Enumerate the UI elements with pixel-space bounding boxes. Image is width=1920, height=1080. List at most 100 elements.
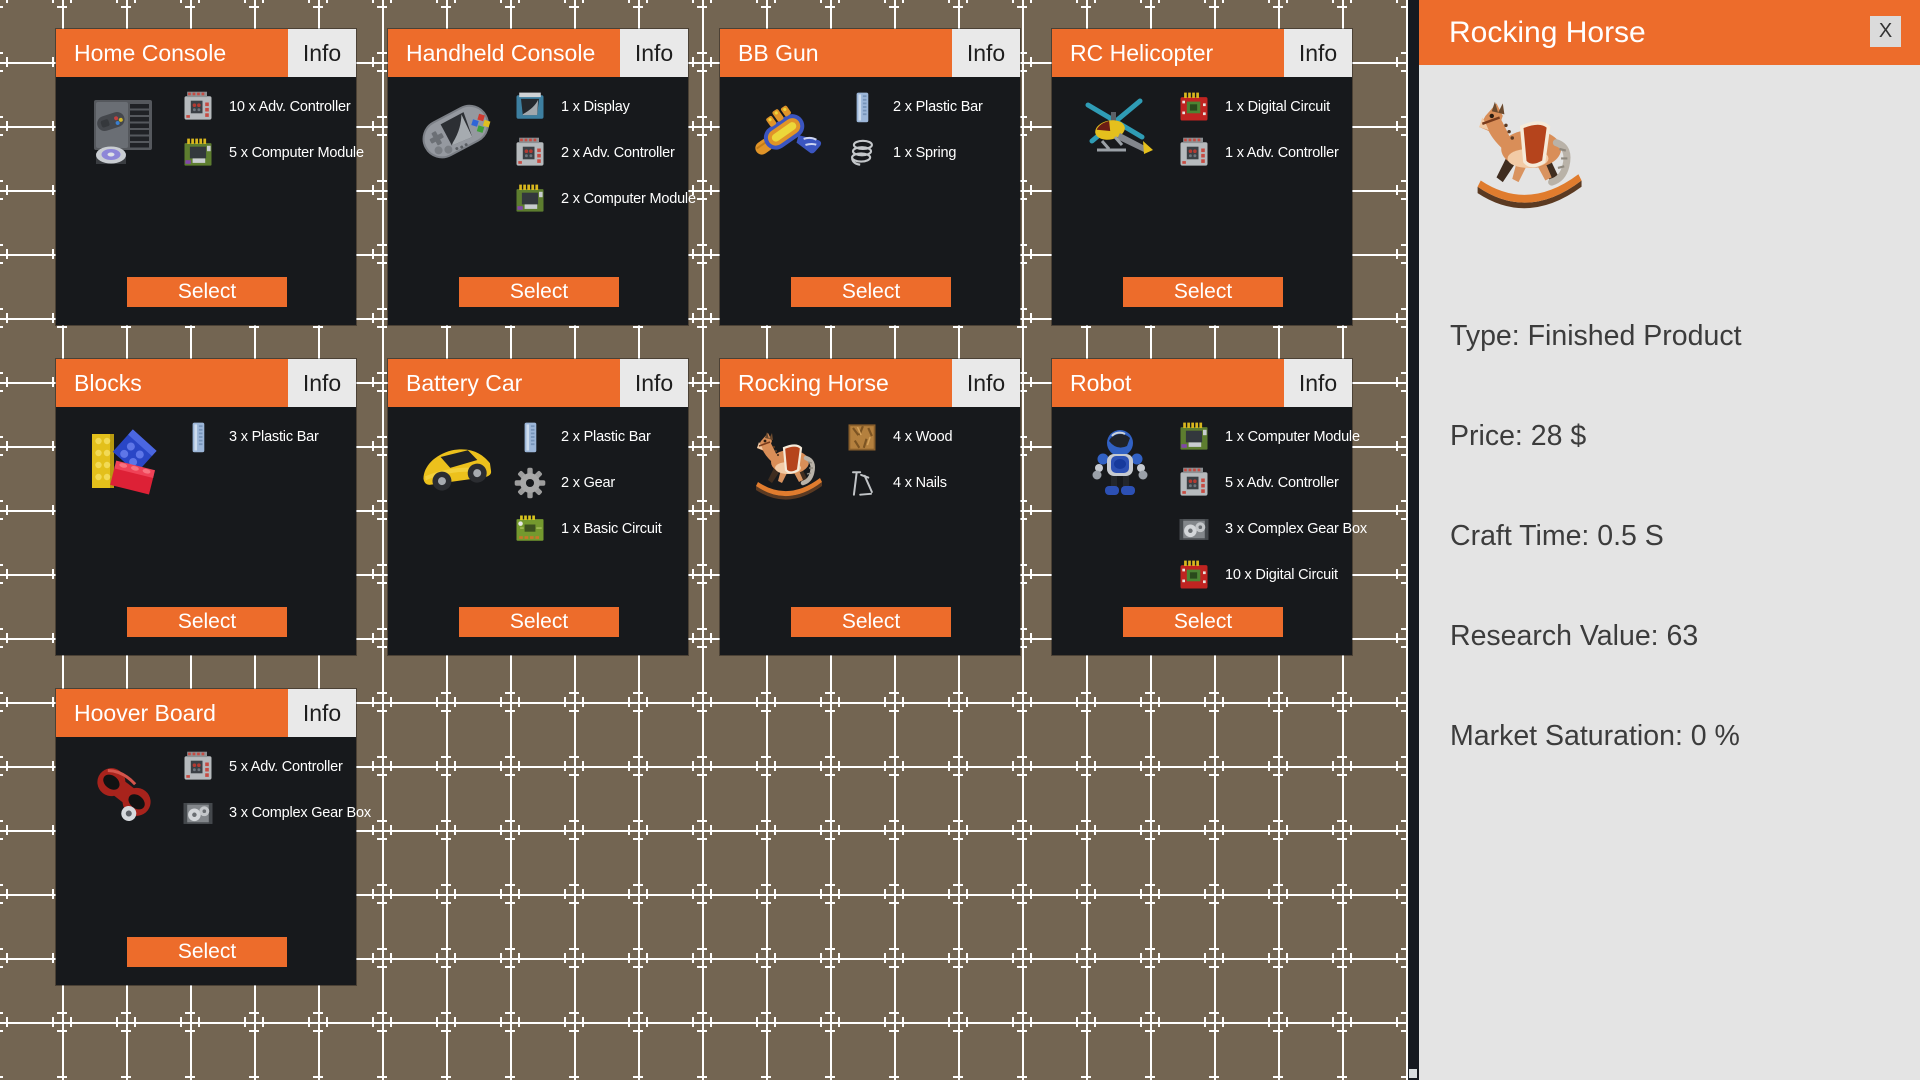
select-button[interactable]: Select bbox=[459, 277, 619, 307]
ingredient-row: 4 x Nails bbox=[844, 460, 1016, 506]
ingredient-icon bbox=[180, 135, 216, 171]
ingredient-icon bbox=[512, 419, 548, 455]
select-button[interactable]: Select bbox=[791, 277, 951, 307]
ingredient-label: 1 x Computer Module bbox=[1225, 429, 1360, 445]
ingredient-icon bbox=[180, 89, 216, 125]
ingredient-list: 2 x Plastic Bar 2 x Gear 1 x Basic Circu… bbox=[512, 414, 684, 552]
select-button[interactable]: Select bbox=[1123, 277, 1283, 307]
ingredient-icon bbox=[180, 419, 216, 455]
ingredient-icon bbox=[512, 135, 548, 171]
product-icon bbox=[84, 419, 164, 505]
card-header: Hoover Board Info bbox=[56, 689, 356, 737]
ingredient-label: 2 x Adv. Controller bbox=[561, 145, 675, 161]
stat-line: Research Value: 63 bbox=[1450, 620, 1699, 652]
card-header: Robot Info bbox=[1052, 359, 1352, 407]
close-button[interactable]: X bbox=[1870, 16, 1901, 47]
ingredient-label: 10 x Digital Circuit bbox=[1225, 567, 1338, 583]
ingredient-row: 5 x Adv. Controller bbox=[1176, 460, 1348, 506]
ingredient-icon bbox=[1176, 557, 1212, 593]
product-icon bbox=[1080, 419, 1160, 505]
ingredient-icon bbox=[180, 795, 216, 831]
ingredient-label: 2 x Gear bbox=[561, 475, 616, 491]
card-header: Handheld Console Info bbox=[388, 29, 688, 77]
ingredient-row: 1 x Display bbox=[512, 84, 684, 130]
card-header: Home Console Info bbox=[56, 29, 356, 77]
info-button[interactable]: Info bbox=[1284, 29, 1352, 77]
ingredient-row: 2 x Adv. Controller bbox=[512, 130, 684, 176]
card-title: Handheld Console bbox=[406, 40, 596, 66]
detail-panel: Rocking Horse X Type: Finished Product P… bbox=[1419, 0, 1920, 1080]
ingredient-label: 3 x Complex Gear Box bbox=[1225, 521, 1367, 537]
product-icon bbox=[748, 89, 828, 175]
ingredient-row: 3 x Plastic Bar bbox=[180, 414, 352, 460]
ingredient-label: 5 x Adv. Controller bbox=[229, 759, 343, 775]
product-icon bbox=[1080, 89, 1160, 175]
card-title: Rocking Horse bbox=[738, 370, 889, 396]
detail-stats: Type: Finished Product Price: 28 $ Craft… bbox=[1450, 316, 1742, 816]
card-header: BB Gun Info bbox=[720, 29, 1020, 77]
info-button[interactable]: Info bbox=[952, 359, 1020, 407]
ingredient-icon bbox=[1176, 135, 1212, 171]
ingredient-label: 1 x Spring bbox=[893, 145, 957, 161]
ingredient-icon bbox=[1176, 465, 1212, 501]
product-card: Handheld Console Info 1 x Display 2 x Ad… bbox=[388, 29, 696, 325]
ingredient-icon bbox=[844, 89, 880, 125]
card-title: BB Gun bbox=[738, 40, 819, 66]
select-button[interactable]: Select bbox=[1123, 607, 1283, 637]
info-button[interactable]: Info bbox=[620, 359, 688, 407]
product-card: Hoover Board Info 5 x Adv. Controller 3 … bbox=[56, 689, 371, 985]
ingredient-icon bbox=[180, 749, 216, 785]
detail-panel-header: Rocking Horse X bbox=[1419, 0, 1920, 65]
stat-line: Price: 28 $ bbox=[1450, 420, 1587, 452]
info-button[interactable]: Info bbox=[288, 689, 356, 737]
card-title: Hoover Board bbox=[74, 700, 216, 726]
product-card-grid: Home Console Info 10 x Adv. Controller 5… bbox=[56, 29, 1367, 985]
ingredient-label: 2 x Computer Module bbox=[561, 191, 696, 207]
card-header: Rocking Horse Info bbox=[720, 359, 1020, 407]
ingredient-icon bbox=[512, 181, 548, 217]
select-button[interactable]: Select bbox=[127, 937, 287, 967]
ingredient-label: 4 x Wood bbox=[893, 429, 953, 445]
ingredient-icon bbox=[844, 135, 880, 171]
product-card: RC Helicopter Info 1 x Digital Circuit 1… bbox=[1052, 29, 1352, 325]
scrollbar-track[interactable] bbox=[1408, 0, 1419, 1080]
card-header: Battery Car Info bbox=[388, 359, 688, 407]
ingredient-list: 10 x Adv. Controller 5 x Computer Module bbox=[180, 84, 364, 176]
select-button[interactable]: Select bbox=[127, 277, 287, 307]
card-title: Robot bbox=[1070, 370, 1132, 396]
ingredient-list: 1 x Computer Module 5 x Adv. Controller … bbox=[1176, 414, 1367, 598]
ingredient-list: 2 x Plastic Bar 1 x Spring bbox=[844, 84, 1016, 176]
ingredient-icon bbox=[512, 511, 548, 547]
ingredient-icon bbox=[1176, 511, 1212, 547]
ingredient-row: 2 x Gear bbox=[512, 460, 684, 506]
ingredient-row: 5 x Adv. Controller bbox=[180, 744, 352, 790]
product-card: Robot Info 1 x Computer Module 5 x Adv. … bbox=[1052, 359, 1367, 655]
card-title: Battery Car bbox=[406, 370, 523, 396]
select-button[interactable]: Select bbox=[791, 607, 951, 637]
ingredient-label: 5 x Computer Module bbox=[229, 145, 364, 161]
info-button[interactable]: Info bbox=[288, 359, 356, 407]
ingredient-list: 4 x Wood 4 x Nails bbox=[844, 414, 1016, 506]
ingredient-row: 1 x Spring bbox=[844, 130, 1016, 176]
ingredient-icon bbox=[844, 419, 880, 455]
ingredient-label: 4 x Nails bbox=[893, 475, 947, 491]
info-button[interactable]: Info bbox=[288, 29, 356, 77]
stat-line: Craft Time: 0.5 S bbox=[1450, 520, 1664, 552]
ingredient-icon bbox=[1176, 89, 1212, 125]
info-button[interactable]: Info bbox=[620, 29, 688, 77]
ingredient-label: 3 x Complex Gear Box bbox=[229, 805, 371, 821]
select-button[interactable]: Select bbox=[459, 607, 619, 637]
ingredient-label: 5 x Adv. Controller bbox=[1225, 475, 1339, 491]
select-button[interactable]: Select bbox=[127, 607, 287, 637]
ingredient-row: 1 x Digital Circuit bbox=[1176, 84, 1348, 130]
product-icon bbox=[416, 419, 496, 505]
product-card: BB Gun Info 2 x Plastic Bar 1 x Spring S… bbox=[720, 29, 1020, 325]
info-button[interactable]: Info bbox=[1284, 359, 1352, 407]
info-button[interactable]: Info bbox=[952, 29, 1020, 77]
stat-line: Market Saturation: 0 % bbox=[1450, 720, 1740, 752]
card-header: RC Helicopter Info bbox=[1052, 29, 1352, 77]
ingredient-row: 2 x Computer Module bbox=[512, 176, 696, 222]
scrollbar-thumb[interactable] bbox=[1409, 1069, 1417, 1078]
ingredient-icon bbox=[512, 89, 548, 125]
